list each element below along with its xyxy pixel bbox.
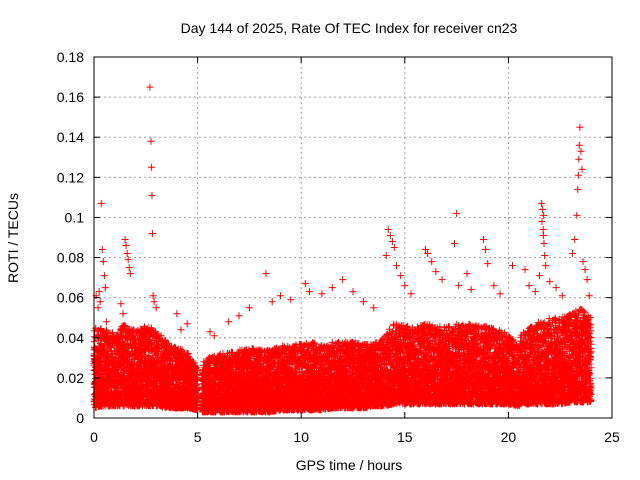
chart-title: Day 144 of 2025, Rate Of TEC Index for r… xyxy=(181,20,518,36)
data-point xyxy=(104,347,112,355)
data-point xyxy=(131,337,139,345)
data-points xyxy=(90,83,595,416)
